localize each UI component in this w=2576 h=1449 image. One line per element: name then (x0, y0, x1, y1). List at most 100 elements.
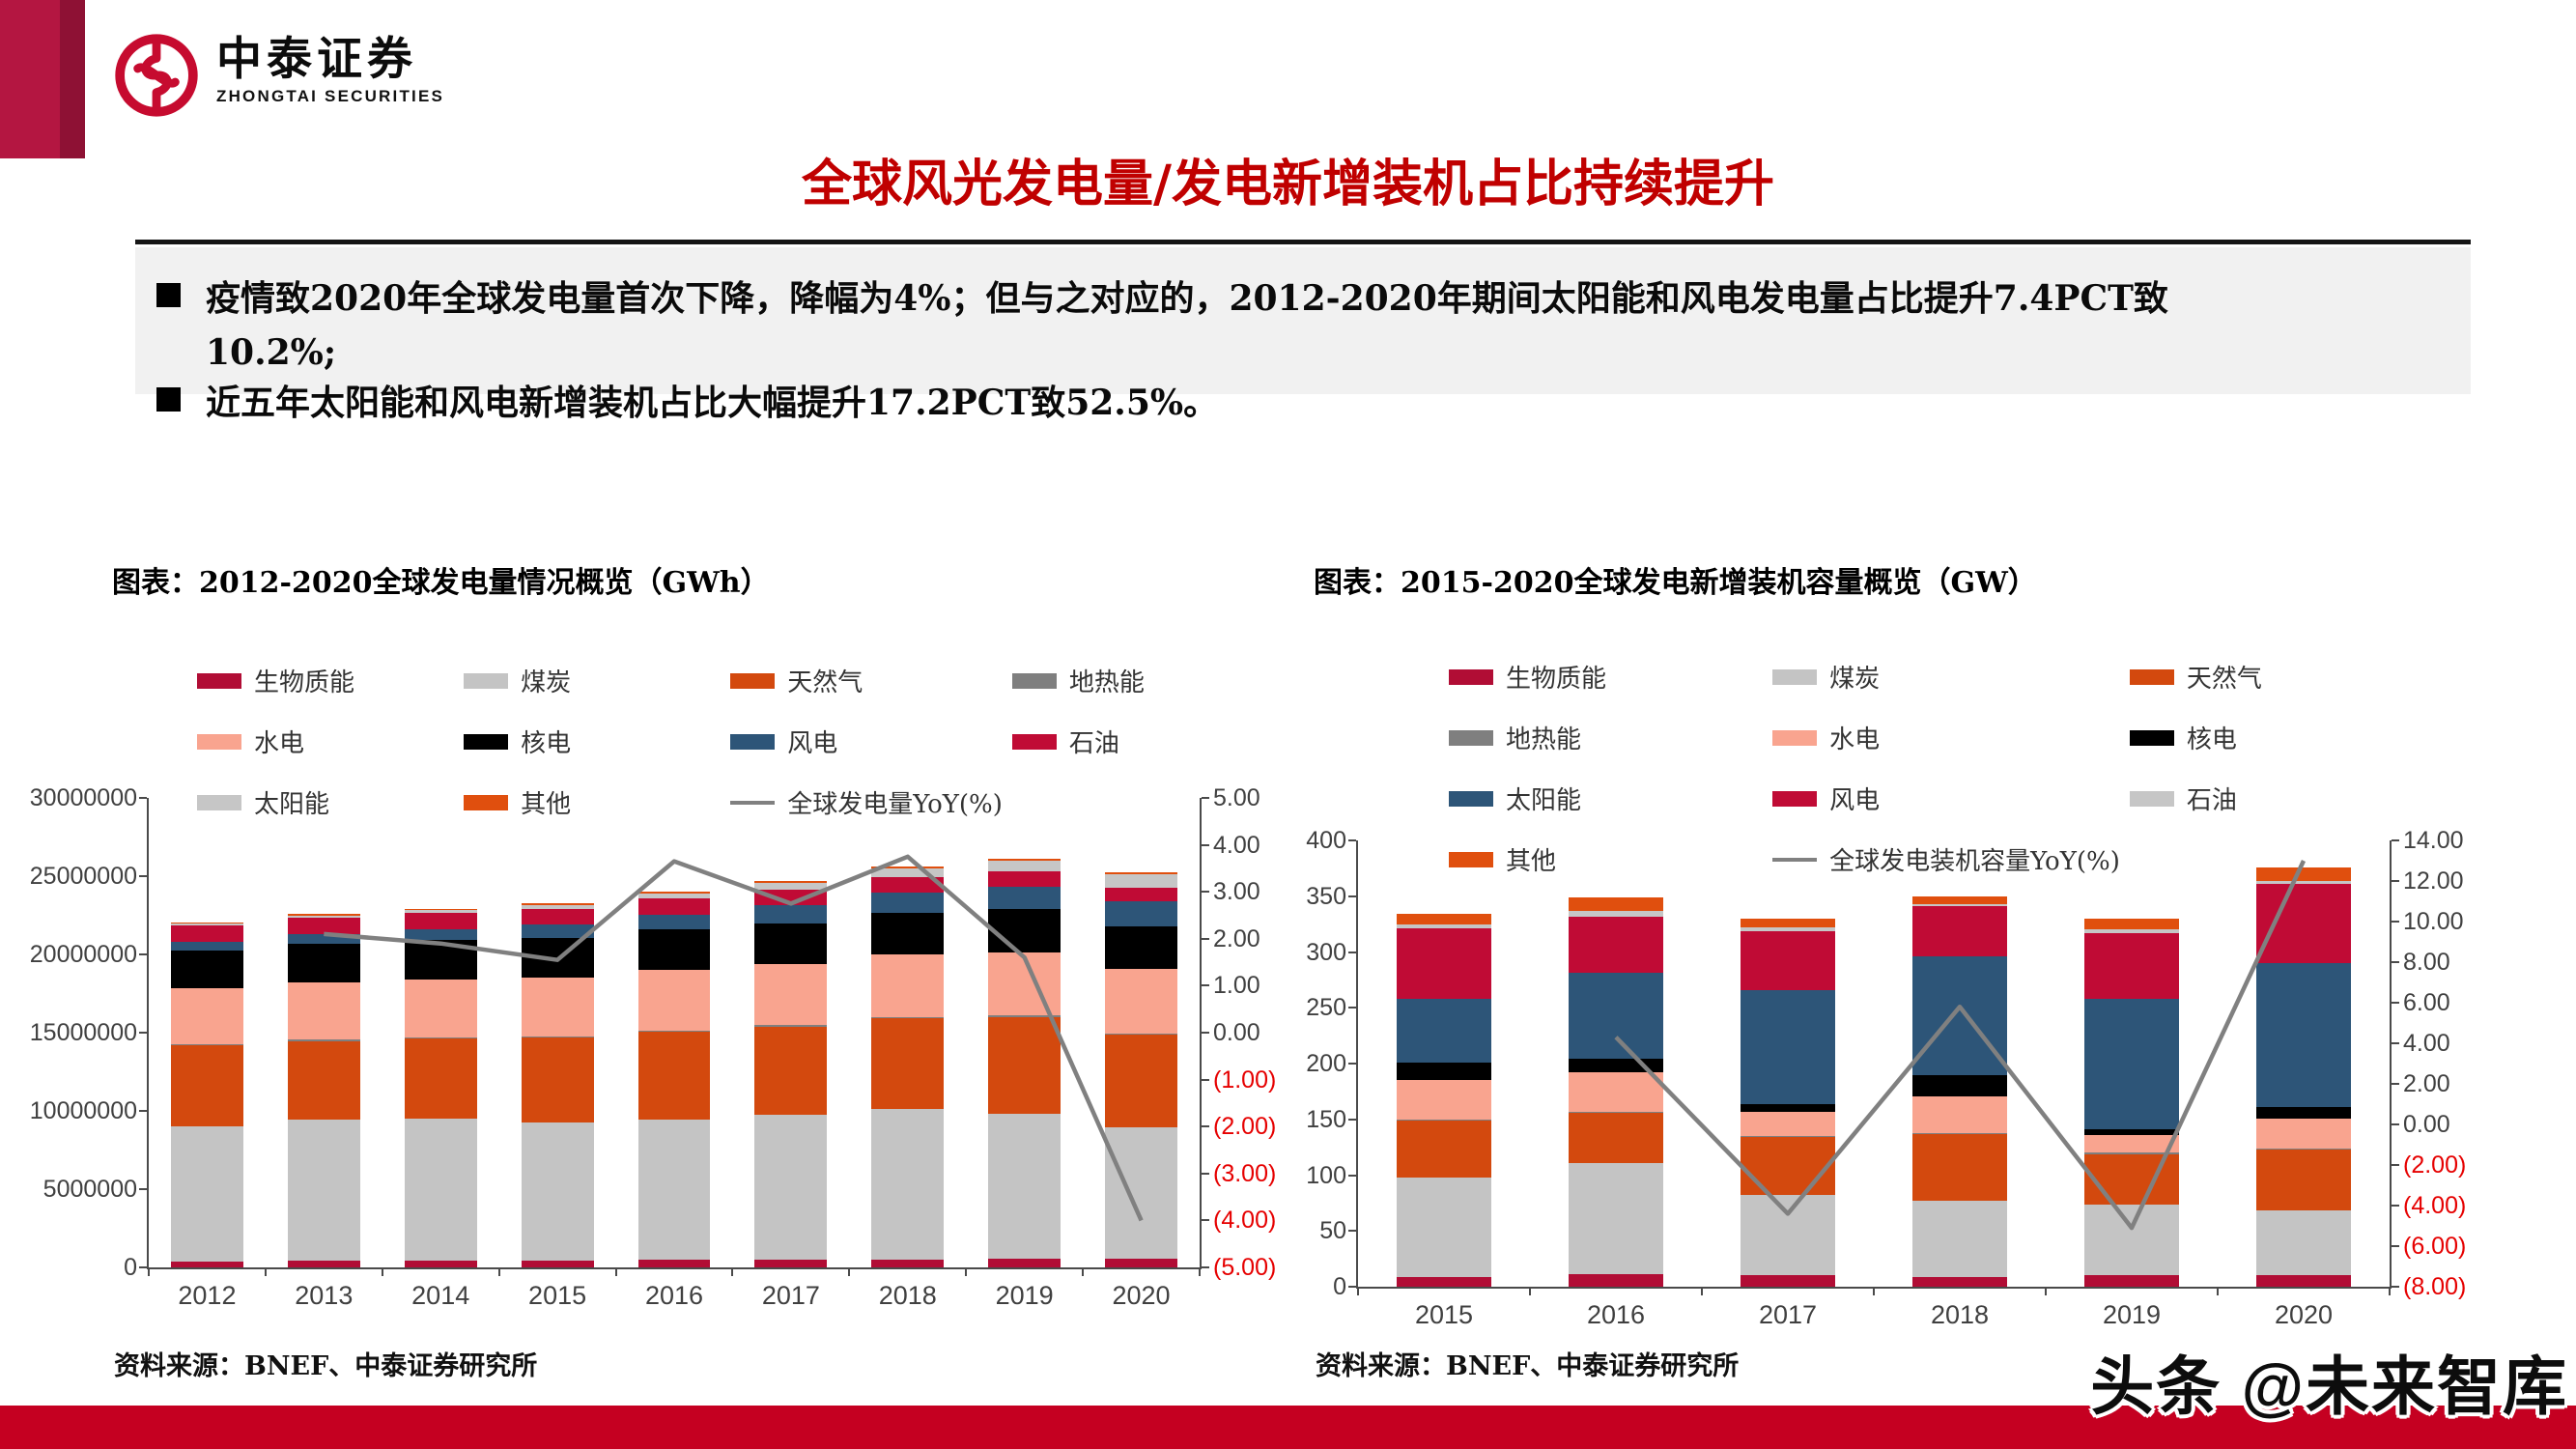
bar-segment-太阳能-2020 (1105, 874, 1178, 889)
secondary-axis-tickmark (1202, 1125, 1209, 1128)
bar-segment-地热能-2020 (1105, 1033, 1178, 1036)
bar-segment-地热能-2017 (754, 1025, 828, 1027)
bar-segment-地热能-2016 (1569, 1111, 1663, 1113)
bar-segment-天然气-2020 (2256, 1149, 2351, 1211)
x-axis-label-2018: 2018 (1930, 1300, 1990, 1329)
x-axis-label-2018: 2018 (878, 1281, 937, 1310)
secondary-axis-tick-label: 12.00 (2403, 867, 2464, 895)
secondary-axis-tickmark (1202, 984, 1209, 987)
zhongtai-logo: 中泰证券 ZHONGTAI SECURITIES (114, 33, 444, 118)
legend-item-水电: 水电 (1772, 720, 2120, 755)
y-axis-tickmark (1348, 1174, 1356, 1177)
bar-segment-石油-2018 (871, 877, 945, 894)
x-axis-tickmark (1873, 1287, 1875, 1295)
bar-segment-煤炭-2016 (637, 1119, 711, 1261)
legend-label: 其他 (521, 790, 572, 819)
y-axis (147, 798, 149, 1269)
secondary-axis-tickmark (1202, 1266, 1209, 1268)
secondary-axis-tickmark (1202, 1172, 1209, 1175)
secondary-axis-tick-label: 0.00 (2403, 1111, 2450, 1138)
bar-segment-水电-2019 (2084, 1134, 2179, 1153)
legend-swatch (1011, 733, 1057, 750)
bar-segment-水电-2020 (1105, 968, 1178, 1034)
y-axis-tickmark (139, 797, 147, 799)
bar-segment-其他-2017 (754, 881, 828, 884)
bar-segment-煤炭-2013 (287, 1120, 360, 1262)
bar-segment-水电-2018 (1912, 1095, 2007, 1133)
legend-item-地热能: 地热能 (1011, 663, 1269, 698)
bar-segment-煤炭-2012 (170, 1126, 243, 1262)
legend-item-其他: 其他 (1449, 841, 1763, 877)
legend-swatch (1772, 729, 1818, 746)
legend-swatch (1011, 672, 1057, 689)
brand-name-cn: 中泰证券 (216, 33, 417, 84)
bullet-text-1: 疫情致2020年全球发电量首次下降，降幅为4%；但与之对应的，2012-2020… (206, 272, 2168, 381)
legend-label: 水电 (1829, 725, 1881, 754)
legend-swatch (1449, 851, 1493, 867)
bar-segment-风电-2016 (1569, 916, 1663, 974)
secondary-axis-tick-label: 4.00 (1213, 831, 1260, 859)
y2-axis (1200, 798, 1202, 1269)
capacity-chart-legend: 生物质能 煤炭 天然气 地热能 水电 核电 太阳能 风电 石油 其他 全球发电装机容量YoY(%) (1449, 659, 2444, 877)
legend-item-天然气: 天然气 (730, 663, 1003, 698)
bar-segment-核电-2019 (2084, 1129, 2179, 1135)
capacity-chart-source: 资料来源：BNEF、中泰证券研究所 (1316, 1351, 1740, 1381)
secondary-axis-tickmark (1202, 891, 1209, 894)
bar-segment-天然气-2016 (1569, 1112, 1663, 1163)
x-axis-label-2019: 2019 (2102, 1300, 2162, 1329)
y-axis-tick-label: 100 (1306, 1161, 1346, 1189)
y-axis-tick-label: 25000000 (29, 863, 137, 890)
bar-segment-地热能-2013 (287, 1039, 360, 1041)
bar-segment-其他-2018 (1912, 895, 2007, 904)
legend-label: 风电 (1829, 786, 1881, 815)
legend-swatch (197, 733, 241, 750)
x-axis-tickmark (1701, 1287, 1703, 1295)
secondary-axis-tickmark (1202, 937, 1209, 940)
legend-item-全球发电量YoY(%): 全球发电量YoY(%) (730, 784, 1003, 820)
y-axis-tick-label: 20000000 (29, 941, 137, 968)
bar-segment-地热能-2018 (1912, 1132, 2007, 1134)
secondary-axis-tickmark (2392, 1245, 2399, 1247)
bar-segment-天然气-2012 (170, 1044, 243, 1127)
legend-item-其他: 其他 (464, 784, 721, 820)
capacity-chart-plot: 400 350 300 250 200 150 100 50 0 14.00 12.00 10.00 8… (1306, 829, 2466, 1328)
legend-swatch (197, 672, 241, 689)
secondary-axis-tickmark (2392, 921, 2399, 923)
bar-segment-太阳能-2013 (287, 916, 360, 919)
bar-segment-煤炭-2014 (404, 1118, 477, 1262)
capacity-chart: 图表：2015-2020全球发电新增装机容量概览（GW） 生物质能 煤炭 天然气 地热… (1306, 558, 2521, 1341)
legend-item-生物质能: 生物质能 (197, 663, 454, 698)
bar-segment-其他-2017 (1741, 918, 1835, 928)
x-axis-tickmark (965, 1267, 968, 1276)
legend-label: 地热能 (1068, 668, 1145, 697)
bar-segment-水电-2012 (170, 988, 243, 1044)
bar-segment-风电-2015 (521, 924, 594, 938)
y-axis-tickmark (1348, 951, 1356, 953)
secondary-axis-tickmark (1202, 1078, 1209, 1081)
x-axis (147, 1267, 1202, 1269)
bullet-marker (156, 386, 181, 412)
bar-segment-石油-2013 (287, 918, 360, 934)
legend-swatch (464, 672, 509, 689)
bar-segment-天然气-2017 (1741, 1137, 1835, 1196)
bar-segment-天然气-2018 (1912, 1133, 2007, 1202)
bar-segment-风电-2014 (404, 928, 477, 941)
legend-item-石油: 石油 (2129, 781, 2444, 816)
y-axis-tickmark (1348, 1063, 1356, 1065)
legend-item-天然气: 天然气 (2129, 659, 2444, 695)
bar-segment-石油-2015 (521, 908, 594, 925)
generation-chart-plot: 30000000 25000000 20000000 15000000 10000000… (30, 786, 1277, 1309)
legend-label: 太阳能 (1506, 786, 1582, 815)
bar-segment-水电-2020 (2256, 1118, 2351, 1149)
x-axis-label-2017: 2017 (1758, 1300, 1818, 1329)
left-accent-bar-dark (60, 0, 85, 158)
bar-segment-水电-2015 (521, 978, 594, 1037)
bar-segment-核电-2016 (637, 929, 711, 971)
secondary-axis-tick-label: (6.00) (2403, 1233, 2467, 1260)
x-axis-tickmark (1357, 1287, 1359, 1295)
secondary-axis-tickmark (1202, 1219, 1209, 1222)
bar-segment-风电-2019 (2084, 932, 2179, 1000)
secondary-axis-tickmark (2392, 1286, 2399, 1288)
secondary-axis-tick-label: 5.00 (1213, 784, 1260, 811)
y-axis-tick-label: 400 (1306, 827, 1346, 854)
